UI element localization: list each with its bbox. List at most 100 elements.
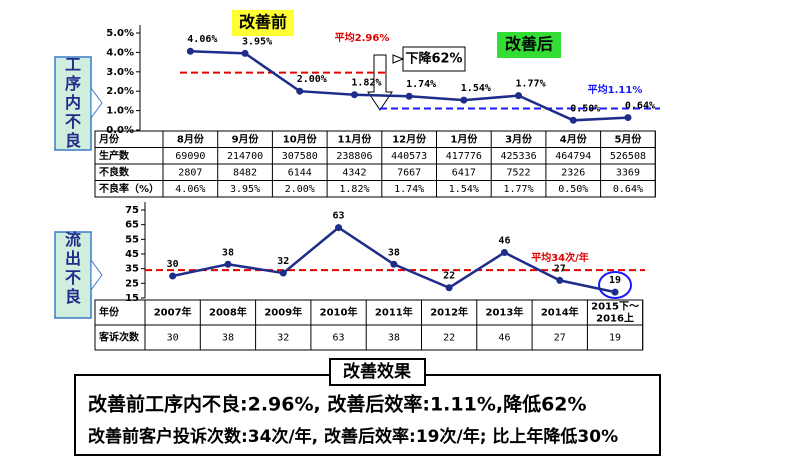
point <box>186 47 194 55</box>
y-tick-label: 5.0% <box>106 28 134 39</box>
table-cell: 2326 <box>561 167 585 178</box>
table-cell: 425336 <box>500 151 536 162</box>
table-cell: 2015下～ 2016上 <box>591 301 639 325</box>
y-tick-label: 45 <box>125 249 139 260</box>
data-label: 1.82% <box>351 78 381 89</box>
row-label: 生产数 <box>99 149 130 162</box>
data-label: 38 <box>222 247 234 258</box>
row-label: 年份 <box>99 306 120 319</box>
table-cell: 2014年 <box>541 306 579 319</box>
row-label: 月份 <box>98 132 120 145</box>
point <box>390 260 398 268</box>
table-cell: 526508 <box>610 151 646 162</box>
reference-label: 平均2.96% <box>335 31 390 44</box>
y-tick-label: 55 <box>125 234 139 245</box>
table-cell: 2011年 <box>375 306 413 319</box>
data-label: 1.54% <box>461 83 491 94</box>
table-cell: 2013年 <box>486 306 524 319</box>
data-label: 0.64% <box>625 101 655 112</box>
point <box>611 288 619 296</box>
table-cell: 12月份 <box>392 132 427 145</box>
side-box <box>54 56 92 151</box>
table-cell: 2008年 <box>209 306 247 319</box>
y-tick-label: 35 <box>125 264 139 275</box>
table-cell: 69090 <box>175 151 205 162</box>
data-label: 19 <box>609 275 621 286</box>
table-cell: 63 <box>333 333 345 344</box>
table-cell: 7522 <box>507 167 531 178</box>
table-cell: 1.77% <box>503 184 533 195</box>
point <box>279 269 287 277</box>
side-arrow <box>90 86 103 120</box>
table-cell: 214700 <box>227 151 263 162</box>
table-cell: 1.82% <box>339 184 369 195</box>
table-cell: 1月份 <box>450 132 478 145</box>
data-label: 22 <box>443 271 455 282</box>
row-label: 不良率（%） <box>99 182 159 195</box>
data-label: 30 <box>167 259 179 270</box>
table-cell: 8482 <box>233 167 257 178</box>
summary-title: 改善效果 <box>343 361 411 382</box>
data-label: 2.00% <box>297 74 327 85</box>
point <box>624 114 632 122</box>
summary-line: 改善前工序内不良:2.96%, 改善后效率:1.11%,降低62% <box>88 393 587 416</box>
table-cell: 9月份 <box>232 132 260 145</box>
data-label: 4.06% <box>187 34 217 45</box>
table-cell: 238806 <box>336 151 372 162</box>
table-cell: 1.74% <box>394 184 424 195</box>
y-tick-label: 65 <box>125 220 139 231</box>
side-box <box>54 231 92 319</box>
table-cell: 10月份 <box>283 132 318 145</box>
table-cell: 1.54% <box>449 184 479 195</box>
row-label: 客诉次数 <box>98 331 140 344</box>
table-cell: 6144 <box>288 167 312 178</box>
point <box>500 249 508 257</box>
data-label: 1.74% <box>406 79 436 90</box>
table-cell: 3.95% <box>230 184 260 195</box>
side-label: 流出不良 <box>65 230 81 306</box>
row-label: 不良数 <box>99 165 130 178</box>
table-cell: 2807 <box>178 167 202 178</box>
after-box <box>497 32 561 58</box>
data-label: 32 <box>277 256 289 267</box>
y-tick-label: 3.0% <box>106 67 134 78</box>
table-cell: 2007年 <box>154 306 192 319</box>
table-cell: 4月份 <box>560 132 588 145</box>
table-cell: 2009年 <box>264 306 302 319</box>
data-label: 63 <box>333 211 345 222</box>
point <box>241 49 249 57</box>
table-cell: 417776 <box>446 151 482 162</box>
table-cell: 464794 <box>555 151 591 162</box>
table-cell: 7667 <box>397 167 421 178</box>
table-cell: 32 <box>277 333 289 344</box>
point <box>445 284 453 292</box>
point <box>169 272 177 280</box>
annotation: 改善前 <box>239 13 287 32</box>
y-tick-label: 25 <box>125 278 139 289</box>
table-cell: 4.06% <box>175 184 205 195</box>
table-cell: 46 <box>498 333 510 344</box>
table-cell: 11月份 <box>337 132 372 145</box>
reference-label: 平均1.11% <box>588 83 643 96</box>
table-cell: 38 <box>222 333 234 344</box>
summary-line: 改善前客户投诉次数:34次/年, 改善后效率:19次/年; 比上年降低30% <box>88 426 618 447</box>
table-cell: 0.50% <box>558 184 588 195</box>
y-tick-label: 15 <box>125 293 139 304</box>
data-label: 1.77% <box>515 79 545 90</box>
table-cell: 19 <box>609 333 621 344</box>
table-cell: 30 <box>167 333 179 344</box>
point <box>335 224 343 232</box>
table-cell: 2012年 <box>430 306 468 319</box>
data-label: 27 <box>554 263 566 274</box>
table-cell: 4342 <box>342 167 366 178</box>
drop-box <box>402 46 466 72</box>
table-cell: 27 <box>554 333 566 344</box>
point <box>405 92 413 100</box>
data-label: 38 <box>388 247 400 258</box>
y-tick-label: 1.0% <box>106 106 134 117</box>
data-label: 0.50% <box>570 103 600 114</box>
table-cell: 6417 <box>452 167 476 178</box>
table-cell: 3369 <box>616 167 640 178</box>
y-tick-label: 4.0% <box>106 47 134 58</box>
